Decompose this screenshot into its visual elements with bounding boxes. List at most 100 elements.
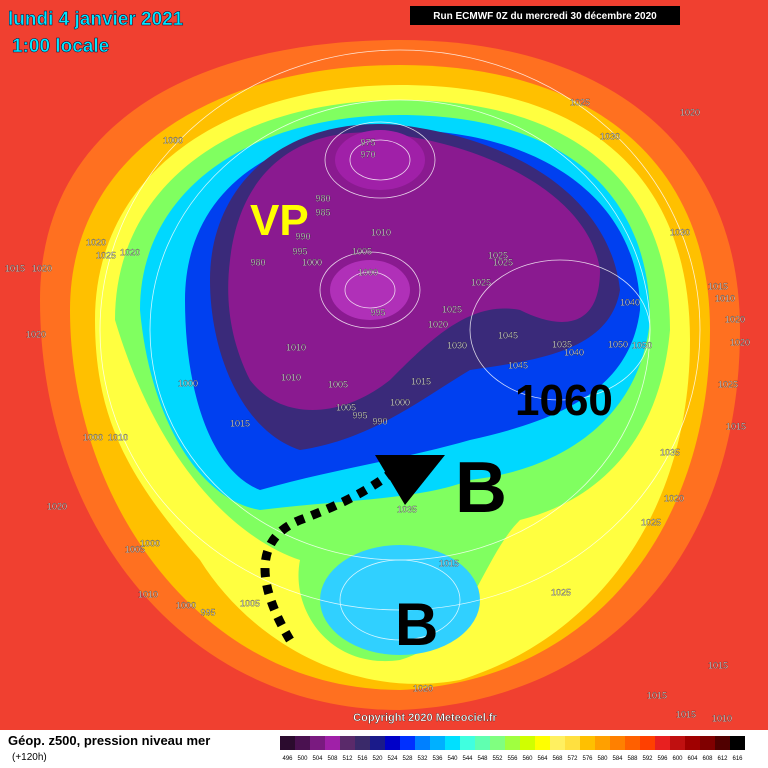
pressure-label: 1025 (96, 250, 116, 260)
low-label: B (455, 448, 507, 528)
pressure-label: 1015 (647, 690, 667, 700)
legend-value: 556 (507, 756, 518, 762)
pressure-label: 1030 (670, 227, 690, 237)
pressure-label: 980 (250, 257, 265, 267)
legend-swatch (385, 736, 400, 750)
legend-value: 564 (537, 756, 548, 762)
legend-value: 616 (732, 756, 743, 762)
legend-value: 568 (552, 756, 563, 762)
pressure-label: 1025 (718, 379, 738, 389)
pressure-label: 1040 (620, 297, 640, 307)
legend-swatch (580, 736, 595, 750)
legend-value: 560 (522, 756, 533, 762)
pressure-label: 1020 (86, 237, 106, 247)
pressure-label: 1045 (508, 360, 528, 370)
pressure-label: 1025 (570, 97, 590, 107)
legend-swatch (520, 736, 535, 750)
time-label: 1:00 locale (12, 36, 109, 57)
legend-swatch (565, 736, 580, 750)
pressure-label: 1020 (680, 107, 700, 117)
vp-label: VP (250, 196, 309, 245)
pressure-label: 995 (292, 246, 307, 256)
legend-value: 540 (447, 756, 458, 762)
pressure-label: 1020 (413, 683, 433, 693)
legend-swatch (295, 736, 310, 750)
pressure-label: 1000 (176, 600, 196, 610)
legend-value: 592 (642, 756, 653, 762)
pressure-label: 970 (360, 149, 375, 159)
arrow-head (375, 455, 445, 505)
legend-value: 496 (282, 756, 293, 762)
legend-value: 504 (312, 756, 323, 762)
pressure-label: 1025 (641, 517, 661, 527)
legend-value: 600 (672, 756, 683, 762)
pressure-label: 1000 (178, 378, 198, 388)
legend-value: 512 (342, 756, 353, 762)
legend-value: 604 (687, 756, 698, 762)
legend-swatch (400, 736, 415, 750)
legend-swatch (535, 736, 550, 750)
legend-swatch (550, 736, 565, 750)
legend-value: 544 (462, 756, 473, 762)
run-box (410, 6, 680, 25)
legend-swatch (490, 736, 505, 750)
legend-swatch (655, 736, 670, 750)
low-label: B (395, 591, 438, 658)
pressure-label: 1020 (428, 319, 448, 329)
pressure-label: 1020 (120, 247, 140, 257)
pressure-label: 995 (370, 307, 385, 317)
pressure-label: 1020 (47, 501, 67, 511)
zone-low-core (335, 130, 425, 190)
pressure-label: 1015 (708, 281, 728, 291)
pressure-label: 1020 (26, 329, 46, 339)
pressure-label: 1025 (471, 277, 491, 287)
pressure-label: 1025 (488, 250, 508, 260)
pressure-label: 1010 (712, 713, 732, 723)
pressure-label: 1015 (230, 418, 250, 428)
footer-lead: (+120h) (12, 752, 47, 763)
legend-value: 508 (327, 756, 338, 762)
run-label: Run ECMWF 0Z du mercredi 30 décembre 202… (433, 11, 657, 22)
pressure-label: 1010 (715, 293, 735, 303)
legend-value: 536 (432, 756, 443, 762)
pressure-label: 1000 (140, 538, 160, 548)
pressure-label: 1020 (32, 263, 52, 273)
footer-title: Géop. z500, pression niveau mer (8, 733, 210, 748)
legend-value: 572 (567, 756, 578, 762)
legend-value: 532 (417, 756, 428, 762)
pressure-label: 1005 (240, 598, 260, 608)
legend-value: 552 (492, 756, 503, 762)
pressure-label: 1000 (83, 432, 103, 442)
legend-swatch (505, 736, 520, 750)
pressure-label: 1050 (632, 340, 652, 350)
pressure-label: 1025 (442, 304, 462, 314)
pressure-label: 1035 (397, 504, 417, 514)
pressure-label: 1005 (352, 246, 372, 256)
pressure-label: 1020 (664, 493, 684, 503)
pressure-label: 1010 (371, 227, 391, 237)
pressure-label: 1000 (358, 267, 378, 277)
pressure-label: 995 (352, 410, 367, 420)
legend-value: 528 (402, 756, 413, 762)
legend-value: 612 (717, 756, 728, 762)
pressure-label: 1005 (328, 379, 348, 389)
pressure-label: 1025 (493, 257, 513, 267)
pressure-label: 1005 (125, 544, 145, 554)
legend-swatch (370, 736, 385, 750)
legend-value: 576 (582, 756, 593, 762)
legend-swatch (415, 736, 430, 750)
pressure-label: 1020 (725, 314, 745, 324)
color-legend: 496 500 504 508 512 516 520 524 528 532 536 540 544 5… (280, 736, 745, 762)
legend-swatch (475, 736, 490, 750)
pressure-label: 990 (372, 416, 387, 426)
pressure-label: 1030 (600, 131, 620, 141)
legend-swatch (685, 736, 700, 750)
legend-value: 500 (297, 756, 308, 762)
pressure-label: 1035 (660, 447, 680, 457)
pressure-label: 990 (295, 231, 310, 241)
zone-low-south (320, 545, 480, 655)
trajectory-arrow (260, 466, 398, 643)
pressure-label: 975 (360, 137, 375, 147)
pressure-label: 1000 (302, 257, 322, 267)
